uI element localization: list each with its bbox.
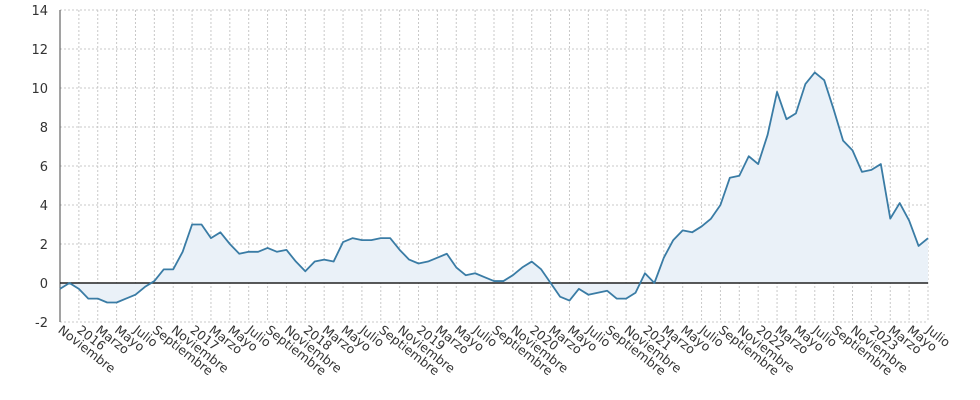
y-tick-label: 8 xyxy=(40,121,48,136)
series-line xyxy=(59,71,929,304)
axes xyxy=(59,10,928,322)
y-tick-label: 14 xyxy=(31,4,48,19)
series-line-layer xyxy=(59,71,929,304)
series-area-layer xyxy=(60,72,928,303)
x-axis-ticks: Noviembre2016MarzoMayoJulioSeptiembreNov… xyxy=(55,321,953,378)
y-axis-ticks: -2 0 2 4 6 8 10 12 14 xyxy=(31,4,48,331)
y-tick-label: 0 xyxy=(40,277,48,292)
y-tick-label: -2 xyxy=(35,316,48,331)
y-tick-label: 6 xyxy=(40,160,48,175)
y-tick-label: 10 xyxy=(31,82,48,97)
series-area-fill xyxy=(60,72,928,303)
y-tick-label: 12 xyxy=(31,43,48,58)
y-tick-label: 4 xyxy=(40,199,48,214)
y-tick-label: 2 xyxy=(40,238,48,253)
